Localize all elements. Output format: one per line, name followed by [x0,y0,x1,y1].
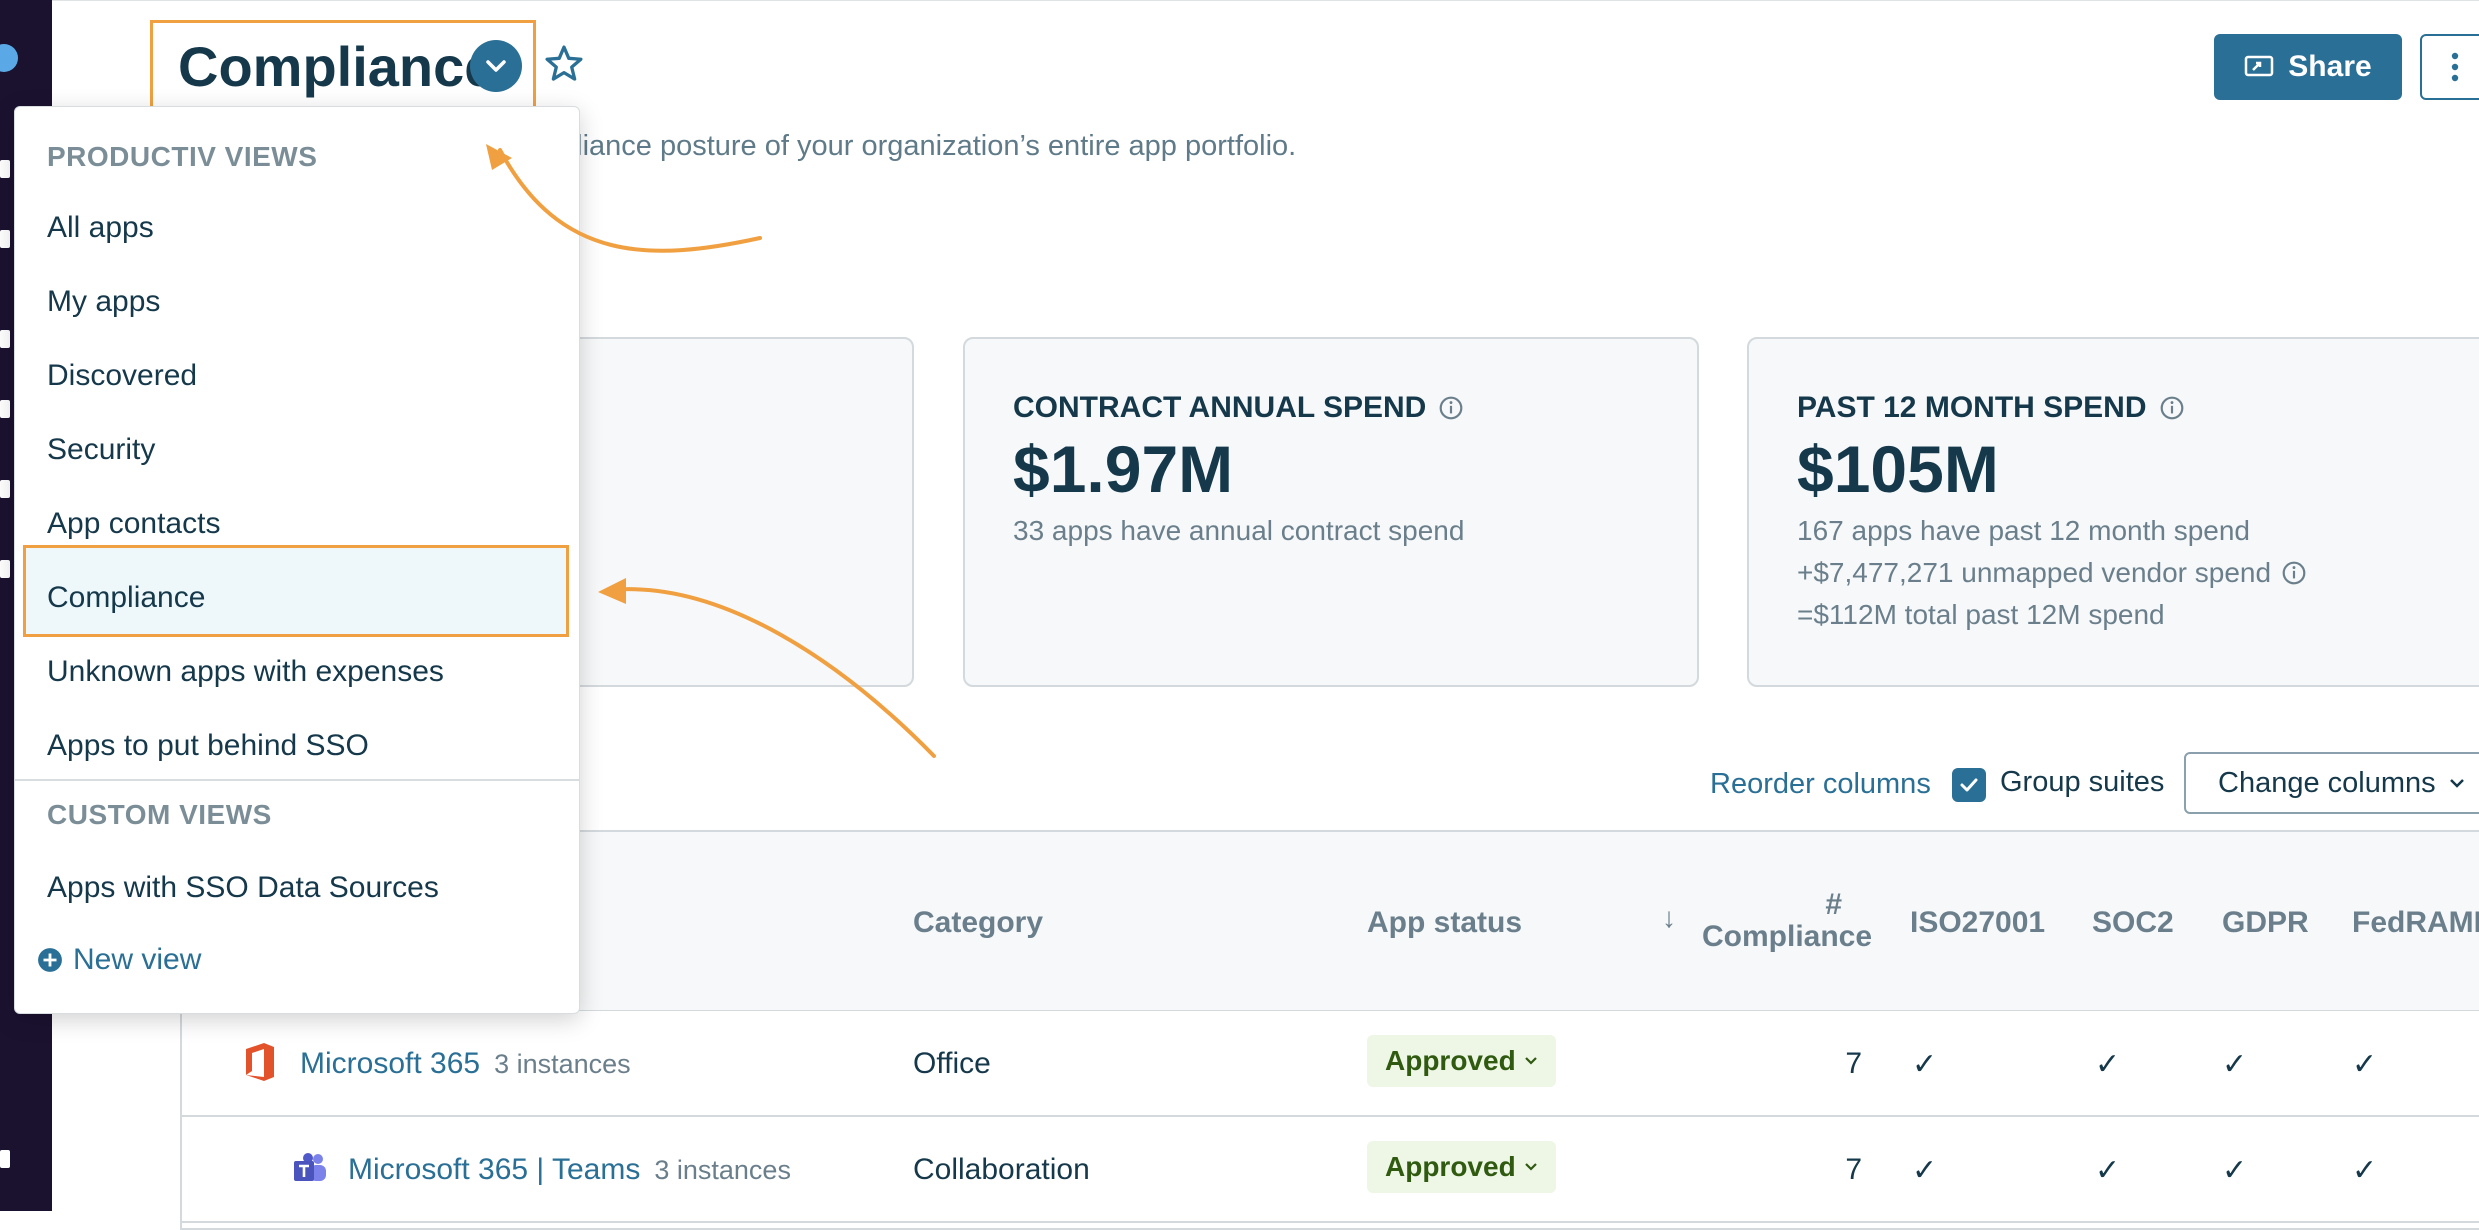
divider [15,779,579,781]
compliance-count: 7 [1845,1047,1862,1080]
iso27001-check-icon: ✓ [1912,1048,1938,1081]
gdpr-check-icon: ✓ [2222,1154,2248,1187]
category-cell: Office [913,1047,991,1080]
nav-icon[interactable] [0,330,10,348]
instances-count[interactable]: 3 instances [494,1049,631,1079]
fedramp-check-icon: ✓ [2352,1048,2378,1081]
reorder-columns-link[interactable]: Reorder columns [1710,768,1931,800]
view-item-unknown-apps-with-expenses[interactable]: Unknown apps with expenses [47,655,444,688]
compliance-count: 7 [1845,1153,1862,1186]
table-row[interactable]: Microsoft 365 | Teams 3 instances Collabo… [182,1117,2479,1223]
column-header-compliance[interactable]: Compliance [1702,920,1873,953]
more-options-button[interactable] [2420,34,2479,100]
info-icon[interactable] [2159,395,2185,421]
column-header-category[interactable]: Category [913,906,1044,939]
nav-icon[interactable] [0,560,10,578]
iso27001-check-icon: ✓ [1912,1154,1938,1187]
checkmark-icon [1960,778,1978,792]
avatar[interactable] [0,44,18,72]
metric-card-contract-spend: CONTRACT ANNUAL SPEND $1.97M 33 apps hav… [963,337,1699,687]
app-status-dropdown[interactable]: Approved [1367,1141,1556,1193]
view-item-security[interactable]: Security [47,433,156,466]
status-label: Approved [1385,1045,1516,1076]
group-suites-checkbox[interactable] [1952,768,1986,802]
chevron-down-icon [1524,1163,1537,1171]
card-label: CONTRACT ANNUAL SPEND [1013,391,1427,424]
share-button[interactable]: Share [2214,34,2402,100]
card-value: $1.97M [1013,432,1234,506]
instances-count[interactable]: 3 instances [654,1155,791,1185]
selected-view-highlight [23,545,569,637]
view-item-discovered[interactable]: Discovered [47,359,198,392]
gdpr-check-icon: ✓ [2222,1048,2248,1081]
app-name-link[interactable]: Microsoft 365 | Teams [348,1153,641,1186]
info-icon[interactable] [2281,560,2307,586]
nav-icon[interactable] [0,480,10,498]
column-header-gdpr[interactable]: GDPR [2222,906,2309,939]
card-note: 167 apps have past 12 month spend [1797,515,2251,546]
custom-views-heading: CUSTOM VIEWS [47,799,272,830]
card-label: PAST 12 MONTH SPEND [1797,391,2147,424]
nav-icon[interactable] [0,230,10,248]
card-note: +$7,477,271 unmapped vendor spend [1797,557,2272,588]
column-header-soc2[interactable]: SOC2 [2092,906,2174,939]
kebab-menu-icon [2451,52,2459,82]
view-selector-chevron-icon[interactable] [470,40,522,92]
views-dropdown-menu: PRODUCTIV VIEWS All apps My apps Discove… [14,106,580,1014]
column-header-fedramp[interactable]: FedRAMP [2352,906,2479,939]
view-item-apps-with-sso-data-sources[interactable]: Apps with SSO Data Sources [47,871,439,904]
page-subtitle: pliance posture of your organization’s e… [560,130,1297,162]
card-note: 33 apps have annual contract spend [1013,515,1465,546]
card-note: =$112M total past 12M spend [1797,599,2165,630]
status-label: Approved [1385,1151,1516,1182]
app-status-dropdown[interactable]: Approved [1367,1035,1556,1087]
new-view-button[interactable]: New view [37,943,201,977]
nav-icon[interactable] [0,160,10,178]
view-item-app-contacts[interactable]: App contacts [47,507,221,540]
chevron-down-icon [1524,1057,1537,1065]
share-screen-icon [2245,55,2274,77]
microsoft-teams-icon [292,1151,328,1187]
nav-icon[interactable] [0,1150,10,1168]
column-header-iso27001[interactable]: ISO27001 [1910,906,2046,939]
soc2-check-icon: ✓ [2095,1048,2121,1081]
share-button-label: Share [2288,50,2372,83]
app-name-link[interactable]: Microsoft 365 [300,1047,481,1080]
view-item-compliance[interactable]: Compliance [47,581,206,614]
card-value: $105M [1797,432,1999,506]
change-columns-button[interactable]: Change columns [2184,752,2479,814]
category-cell: Collaboration [913,1153,1090,1186]
change-columns-label: Change columns [2218,766,2436,799]
productiv-views-heading: PRODUCTIV VIEWS [47,141,318,172]
favorite-star-icon[interactable] [542,42,586,86]
metric-card-past-12-month-spend: PAST 12 MONTH SPEND $105M 167 apps have … [1747,337,2479,687]
column-header-app-status[interactable]: App status [1367,906,1523,939]
microsoft-office-icon [242,1041,278,1083]
table-row[interactable]: Microsoft 365 3 instances Office Approved… [182,1011,2479,1117]
sort-arrow-down-icon[interactable]: ↓ [1662,902,1676,933]
nav-icon[interactable] [0,400,10,418]
view-item-apps-behind-sso[interactable]: Apps to put behind SSO [47,729,369,762]
new-view-label: New view [73,943,202,976]
chevron-down-icon [2449,779,2464,788]
fedramp-check-icon: ✓ [2352,1154,2378,1187]
info-icon[interactable] [1438,395,1464,421]
page-title[interactable]: Compliance [178,35,496,98]
plus-circle-icon [38,948,62,972]
soc2-check-icon: ✓ [2095,1154,2121,1187]
view-item-all-apps[interactable]: All apps [47,211,154,244]
view-item-my-apps[interactable]: My apps [47,285,161,318]
group-suites-label[interactable]: Group suites [2000,766,2165,798]
